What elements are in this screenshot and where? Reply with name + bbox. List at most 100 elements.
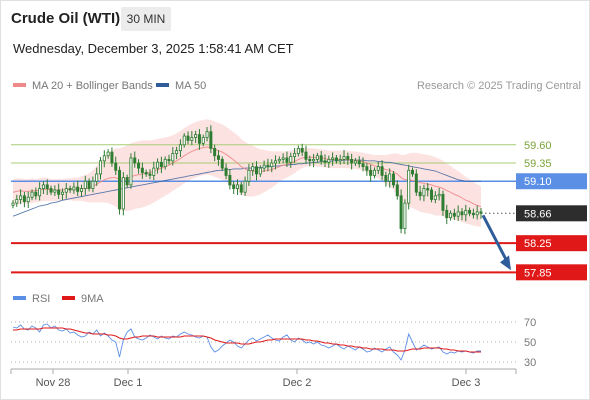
candle-body [220,158,224,169]
bollinger-band [13,119,481,228]
candle-body [270,162,274,168]
candle-body [334,157,338,162]
candle-body [331,157,335,160]
candle-body [102,155,106,162]
rsi-swatch [13,296,26,301]
candle-body [262,164,266,169]
ma20-swatch [13,83,26,88]
legend-rsi-ma: 9MA [62,293,104,305]
candle-body [293,153,297,157]
candle-body [22,195,26,203]
rsi-tick-30: 30 [524,357,536,369]
candle-body [475,211,479,216]
candle-body [235,184,239,189]
candle-body [129,157,133,186]
candle-body [312,158,316,162]
candle-body [178,144,182,152]
time-tick-label: Nov 28 [36,377,71,389]
candle-body [411,169,415,175]
candle-body [41,184,45,189]
timeframe-button[interactable]: 30 MIN [121,7,171,31]
candle-body [175,150,179,154]
candle-body [60,191,64,195]
candle-body [64,188,68,193]
candle-body [399,195,403,230]
rsi-ma-swatch [62,296,75,301]
candle-body [441,193,445,211]
level-label-59-10: 59.10 [524,176,552,188]
candle-body [369,169,373,176]
candle-body [285,157,289,163]
legend-ma20: MA 20 + Bollinger Bands [13,80,153,92]
candle-body [34,191,38,197]
candle-body [239,184,243,193]
research-credit: Research © 2025 Trading Central [416,80,581,92]
candle-body [232,184,236,189]
candle-body [372,169,376,176]
legend-ma50: MA 50 [156,80,206,92]
candle-body [384,175,388,182]
candle-body [243,180,247,193]
candle-body [186,135,190,141]
candle-body [350,158,354,164]
legend-ma20-label: MA 20 + Bollinger Bands [32,80,153,92]
level-label-58-25: 58.25 [524,238,552,250]
time-tick-label: Dec 3 [452,377,481,389]
level-tag-58-66 [516,205,587,222]
projection-arrow-shaft [481,214,510,265]
candle-body [304,151,308,160]
candle-body [323,160,327,163]
candle-body [137,162,141,169]
candle-body [125,177,129,186]
candle-body [87,180,91,189]
level-tag-59-10 [516,173,587,190]
time-tick-label: Dec 1 [114,377,143,389]
candle-body [407,169,411,204]
candle-body [460,211,464,216]
candle-body [205,131,209,138]
candle-body [140,167,144,173]
candle-body [289,156,293,163]
candle-body [72,186,76,191]
candle-body [133,157,137,164]
candle-body [315,155,319,160]
legend-rsi-label: RSI [32,293,51,305]
rsi-tick-50: 50 [524,337,536,349]
candle-body [171,153,175,162]
rsi-ma-line [13,327,481,353]
candle-body [437,193,441,197]
candle-body [106,151,110,157]
candle-body [118,169,122,210]
candle-body [224,167,228,176]
candle-body [167,158,171,162]
datetime-label: Wednesday, December 3, 2025 1:58:41 AM C… [13,41,294,56]
candle-body [403,202,407,230]
candle-body [277,158,281,162]
level-label-59-60: 59.60 [524,140,552,152]
candle-body [353,160,357,164]
candle-body [152,167,156,176]
candle-body [197,134,201,144]
candle-body [144,172,148,175]
candle-body [376,166,380,171]
candle-body [319,155,323,162]
legend-rsi: RSI [13,293,50,305]
candle-body [57,189,61,195]
candle-body [194,134,198,138]
level-label-57-85: 57.85 [524,267,552,279]
candle-body [228,175,232,186]
candle-body [19,195,23,200]
candle-body [76,186,80,192]
candle-body [452,212,456,217]
candle-body [266,164,270,168]
projection-arrow-head [500,255,511,271]
candle-body [258,167,262,175]
ma20-line [12,146,482,208]
rsi-tick-70: 70 [524,317,536,329]
candle-body [391,173,395,186]
candle-body [449,212,453,219]
candle-body [357,160,361,165]
candle-body [110,151,114,164]
candle-body [38,188,42,197]
candle-body [468,209,472,214]
